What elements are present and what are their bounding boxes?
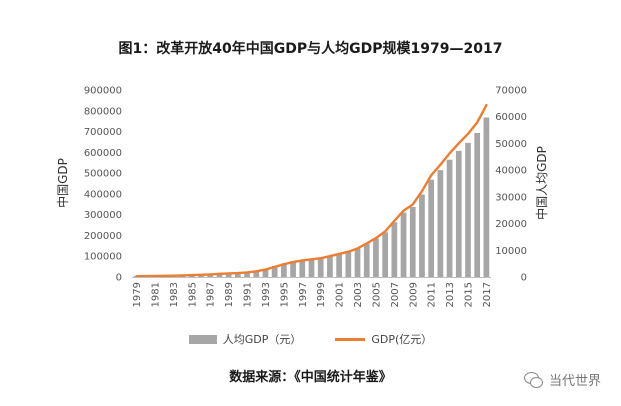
right-tick-label: 30000 [495, 192, 527, 203]
left-tick-label: 100000 [84, 252, 122, 263]
x-tick-label: 1991 [243, 282, 254, 307]
bar-2006 [382, 232, 388, 277]
x-tick-label: 2011 [427, 282, 438, 307]
right-tick-label: 0 [521, 273, 527, 284]
x-tick-label: 2003 [353, 282, 364, 307]
x-tick-label: 1995 [279, 282, 290, 307]
bar-2000 [327, 255, 333, 277]
chart-title: 图1：改革开放40年中国GDP与人均GDP规模1979—2017 [118, 41, 503, 57]
bar-1997 [299, 259, 306, 277]
x-tick-label: 1989 [224, 282, 235, 307]
bar-2005 [373, 238, 379, 277]
x-tick-label: 1983 [169, 282, 180, 307]
bar-2015 [465, 142, 471, 277]
x-axis-ticks: 1979 1981 1983 1985 1987 1989 1991 1993 1995 1997… [132, 282, 493, 307]
x-tick-label: 1987 [206, 282, 217, 307]
x-tick-label: 2015 [463, 282, 474, 307]
bar-series [133, 117, 490, 278]
x-tick-label: 1981 [151, 282, 162, 307]
left-tick-label: 800000 [84, 106, 122, 117]
legend: 人均GDP（元） GDP(亿元） [0, 331, 621, 347]
bar-1996 [290, 261, 296, 277]
left-tick-label: 700000 [84, 127, 122, 138]
bar-1995 [281, 263, 287, 277]
bar-2009 [409, 207, 416, 277]
wechat-icon [524, 371, 544, 388]
watermark: 当代世界 [524, 370, 601, 389]
left-tick-label: 600000 [84, 148, 122, 159]
bar-1998 [308, 258, 315, 277]
x-tick-label: 1979 [132, 282, 143, 307]
x-tick-label: 1985 [187, 282, 198, 307]
bar-1992 [253, 270, 260, 277]
legend-item-per-capita-gdp: 人均GDP（元） [188, 331, 302, 347]
bar-1994 [271, 266, 278, 277]
bar-2007 [391, 222, 398, 277]
bar-2013 [446, 159, 453, 277]
x-tick-label: 2007 [390, 282, 401, 307]
bar-2004 [363, 243, 370, 277]
right-axis-title: 中国人均GDP [534, 146, 549, 220]
line-series [135, 103, 488, 278]
bar-1993 [262, 268, 269, 277]
x-tick-label: 1993 [261, 282, 272, 307]
legend-swatch-bar [188, 334, 217, 344]
left-tick-label: 900000 [84, 86, 122, 97]
bar-2003 [354, 248, 361, 277]
left-tick-label: 200000 [84, 231, 122, 242]
right-tick-label: 60000 [495, 112, 527, 123]
bar-2001 [336, 253, 342, 277]
right-tick-label: 50000 [495, 139, 527, 150]
watermark-text: 当代世界 [549, 374, 602, 389]
legend-item-gdp: GDP(亿元） [335, 331, 432, 347]
bar-2016 [474, 133, 481, 277]
right-tick-label: 70000 [495, 86, 527, 97]
x-tick-label: 2005 [371, 282, 382, 307]
x-tick-label: 2001 [335, 282, 346, 307]
left-axis-title: 中国GDP [55, 158, 70, 208]
x-tick-label: 1997 [298, 282, 309, 307]
left-tick-label: 400000 [84, 189, 122, 200]
left-tick-label: 500000 [84, 169, 122, 180]
left-axis-ticks: 900000 800000 700000 600000 500000 400000 3000… [84, 86, 122, 284]
data-source: 数据来源：《中国统计年鉴》 [229, 370, 392, 385]
bar-1991 [244, 271, 250, 277]
x-tick-label: 2013 [445, 282, 456, 307]
bar-2012 [437, 170, 444, 277]
legend-label-per-capita-gdp: 人均GDP（元） [222, 333, 302, 346]
gdp-line [135, 103, 488, 278]
bar-1989 [225, 272, 232, 277]
left-tick-label: 300000 [84, 210, 122, 221]
bar-2014 [455, 150, 462, 277]
right-tick-label: 40000 [495, 166, 527, 177]
chart: 9000008000007000006000005000004000003000… [55, 86, 549, 308]
x-tick-label: 1999 [316, 282, 327, 307]
bar-2017 [483, 117, 490, 278]
right-tick-label: 10000 [495, 246, 527, 257]
bar-2011 [428, 179, 435, 277]
right-axis-ticks: 70000 60000 50000 40000 30000 20000 10000 0 [495, 86, 527, 284]
bar-1999 [317, 257, 324, 277]
bar-2008 [400, 212, 407, 277]
bar-2010 [419, 194, 425, 277]
bar-1990 [235, 272, 241, 277]
bar-2002 [345, 251, 352, 277]
right-tick-label: 20000 [495, 219, 527, 230]
legend-label-gdp: GDP(亿元） [371, 333, 433, 346]
left-tick-label: 0 [116, 273, 122, 284]
x-tick-label: 2009 [408, 282, 419, 307]
bar-1988 [216, 273, 223, 277]
x-tick-label: 2017 [482, 282, 493, 307]
legend-swatch-line [335, 337, 366, 341]
